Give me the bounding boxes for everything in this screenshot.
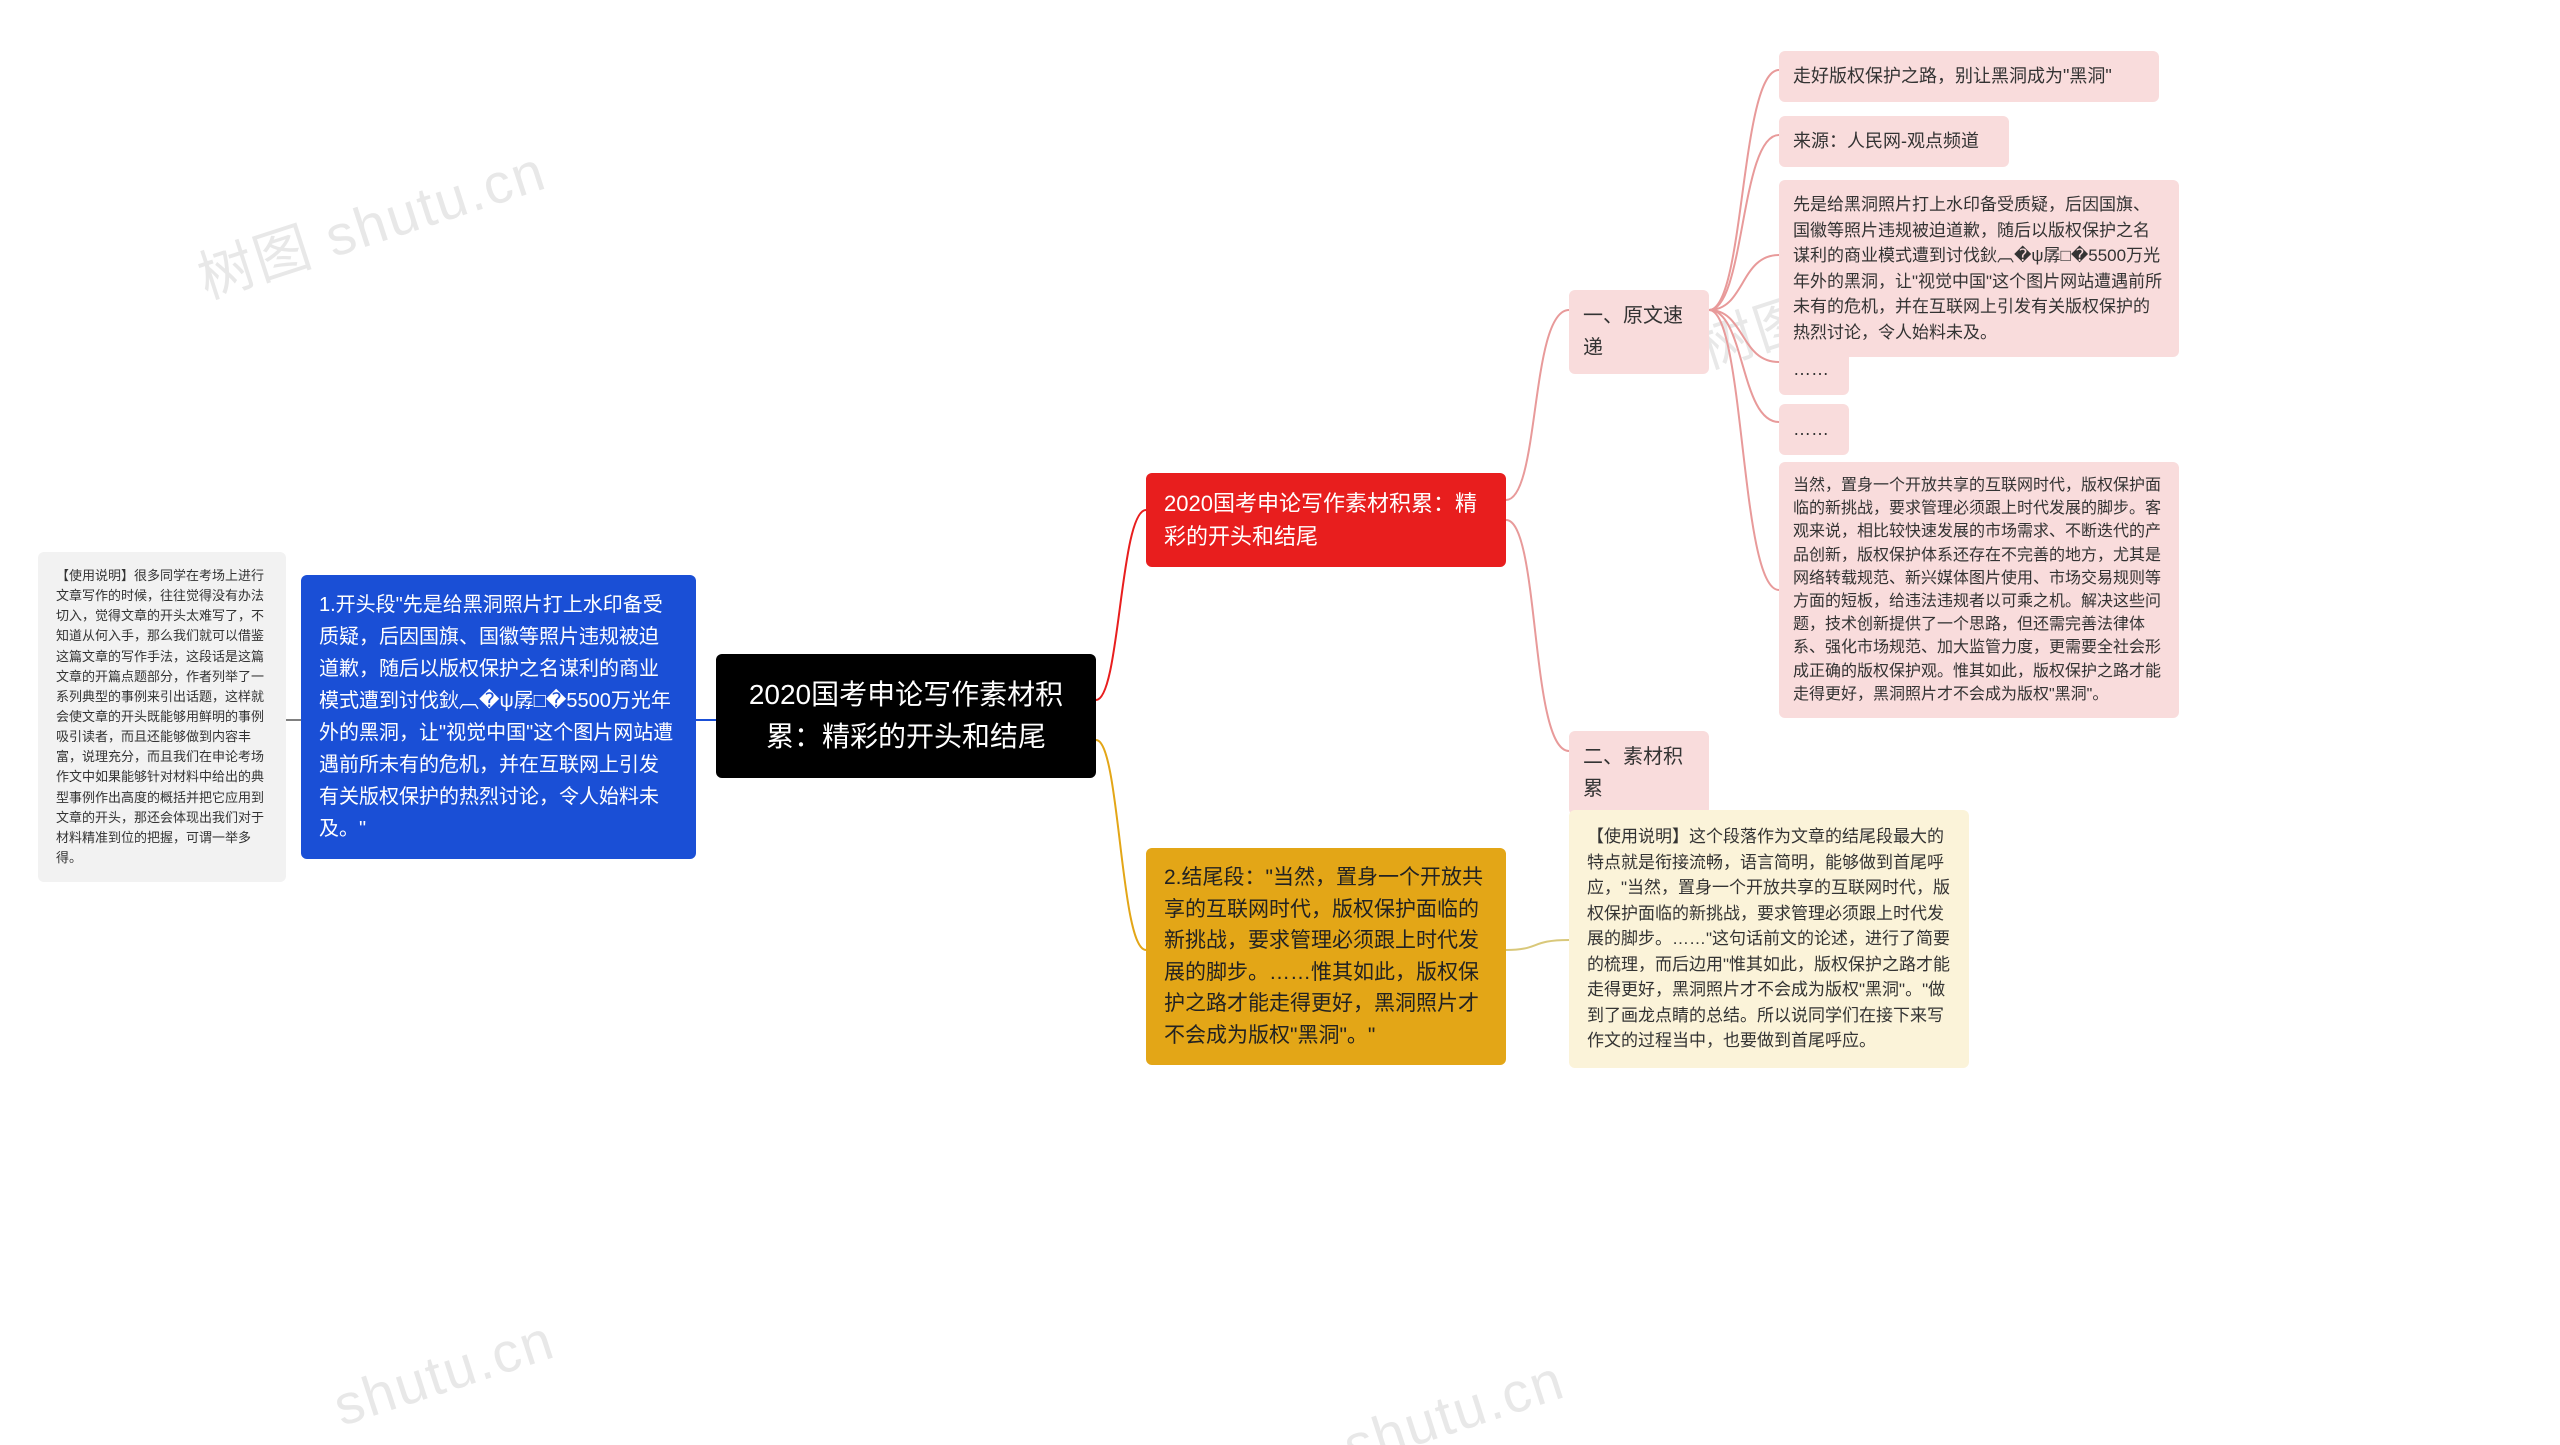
section-1-label[interactable]: 一、原文速递 [1569,290,1709,374]
watermark-1: 树图 shutu.cn [186,126,555,315]
left-usage-note[interactable]: 【使用说明】很多同学在考场上进行文章写作的时候，往往觉得没有办法切入，觉得文章的… [38,552,286,882]
pink-node-2[interactable]: 来源：人民网-观点频道 [1779,116,2009,167]
pink-node-3[interactable]: 先是给黑洞照片打上水印备受质疑，后因国旗、国徽等照片违规被迫道歉，随后以版权保护… [1779,180,2179,357]
watermark-3: shutu.cn [326,1306,563,1438]
root-node[interactable]: 2020国考申论写作素材积累：精彩的开头和结尾 [716,654,1096,778]
pink-node-4[interactable]: …… [1779,344,1849,395]
closing-usage-note[interactable]: 【使用说明】这个段落作为文章的结尾段最大的特点就是衔接流畅，语言简明，能够做到首… [1569,810,1969,1068]
right-closing-paragraph[interactable]: 2.结尾段："当然，置身一个开放共享的互联网时代，版权保护面临的新挑战，要求管理… [1146,848,1506,1065]
pink-node-1[interactable]: 走好版权保护之路，别让黑洞成为"黑洞" [1779,51,2159,102]
pink-node-5[interactable]: …… [1779,404,1849,455]
right-title-node[interactable]: 2020国考申论写作素材积累：精彩的开头和结尾 [1146,473,1506,567]
pink-node-6[interactable]: 当然，置身一个开放共享的互联网时代，版权保护面临的新挑战，要求管理必须跟上时代发… [1779,462,2179,718]
watermark-4: shutu.cn [1336,1346,1573,1445]
section-2-label[interactable]: 二、素材积累 [1569,731,1709,815]
left-opening-paragraph[interactable]: 1.开头段"先是给黑洞照片打上水印备受质疑，后因国旗、国徽等照片违规被迫道歉，随… [301,575,696,859]
